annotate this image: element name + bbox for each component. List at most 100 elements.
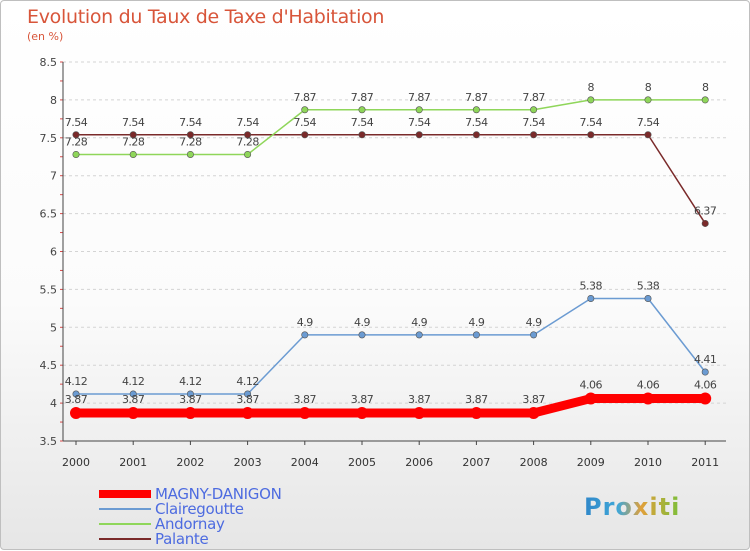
data-label-clairegoutte: 4.12 [65,375,88,388]
data-label-andornay: 7.87 [351,91,374,104]
data-point-clairegoutte [587,294,595,302]
data-point-clairegoutte [129,390,137,398]
data-point-magny-danigon [127,406,140,419]
data-label-clairegoutte: 4.9 [468,316,484,329]
data-label-andornay: 8 [702,81,709,94]
data-point-clairegoutte [186,390,194,398]
y-tick-label: 4 [50,397,57,410]
data-point-magny-danigon [470,406,483,419]
data-point-andornay [644,96,652,104]
legend-item-andornay: Andornay [99,515,419,533]
y-tick-label: 7 [50,170,57,183]
data-point-palante [587,131,595,139]
data-point-magny-danigon [527,406,540,419]
x-tick-label: 2008 [520,456,548,469]
data-label-palante: 7.54 [236,116,259,129]
data-point-magny-danigon [699,392,712,405]
data-label-palante: 7.54 [179,116,202,129]
data-label-magny-danigon: 3.87 [236,393,259,406]
data-label-magny-danigon: 3.87 [65,393,88,406]
series-line-andornay [75,99,706,156]
legend-label: MAGNY-DANIGON [155,485,282,503]
data-label-andornay: 7.28 [236,135,259,148]
data-label-andornay: 7.28 [122,135,145,148]
proxiti-logo: Proxiti [584,493,681,521]
x-tick-label: 2001 [119,456,147,469]
chart-legend: MAGNY-DANIGON Clairegoutte Andornay Palante [99,485,419,548]
data-point-clairegoutte [358,331,366,339]
data-label-magny-danigon: 4.06 [580,379,603,392]
data-point-palante [644,131,652,139]
data-point-clairegoutte [244,390,252,398]
data-label-clairegoutte: 4.12 [236,375,259,388]
y-tick-label: 8.5 [40,56,58,69]
series-line-magny-danigon [71,394,710,418]
data-label-magny-danigon: 4.06 [694,379,717,392]
data-point-palante [301,131,309,139]
data-label-palante: 7.54 [351,116,374,129]
data-label-magny-danigon: 3.87 [179,393,202,406]
series-line-clairegoutte [75,297,706,395]
x-tick-label: 2003 [234,456,262,469]
data-point-palante [701,219,709,227]
x-tick-label: 2010 [634,456,662,469]
data-point-palante [129,131,137,139]
data-label-clairegoutte: 4.9 [297,316,313,329]
legend-swatch [99,538,151,540]
data-point-andornay [301,106,309,114]
data-point-clairegoutte [530,331,538,339]
x-tick-label: 2011 [691,456,719,469]
y-tick-label: 7.5 [40,132,58,145]
x-tick-label: 2009 [577,456,605,469]
data-label-andornay: 7.28 [65,135,88,148]
data-label-andornay: 8 [645,81,652,94]
data-label-clairegoutte: 4.12 [122,375,145,388]
data-point-palante [530,131,538,139]
x-tick-label: 2004 [291,456,319,469]
data-label-palante: 7.54 [408,116,431,129]
y-tick-label: 6.5 [40,208,58,221]
data-label-magny-danigon: 4.06 [637,379,660,392]
data-point-andornay [129,150,137,158]
legend-label: Palante [155,530,209,548]
y-tick-label: 8 [50,94,57,107]
data-label-andornay: 7.28 [179,135,202,148]
legend-item-magny-danigon: MAGNY-DANIGON [99,485,419,503]
data-point-andornay [244,150,252,158]
data-label-palante: 7.54 [580,116,603,129]
data-point-clairegoutte [701,368,709,376]
data-point-magny-danigon [241,406,254,419]
x-tick-label: 2007 [462,456,490,469]
x-tick-label: 2000 [62,456,90,469]
data-label-clairegoutte: 4.41 [694,353,717,366]
data-point-clairegoutte [72,390,80,398]
data-point-palante [358,131,366,139]
data-point-andornay [186,150,194,158]
legend-swatch [99,508,151,510]
data-point-clairegoutte [301,331,309,339]
data-label-magny-danigon: 3.87 [294,393,317,406]
data-label-andornay: 7.87 [408,91,431,104]
legend-swatch [99,490,151,498]
data-point-clairegoutte [415,331,423,339]
chart-title: Evolution du Taux de Taxe d'Habitation [27,6,385,28]
data-point-palante [472,131,480,139]
data-label-clairegoutte: 4.9 [411,316,427,329]
data-label-palante: 7.54 [294,116,317,129]
legend-swatch [99,523,151,525]
data-label-magny-danigon: 3.87 [522,393,545,406]
x-tick-label: 2005 [348,456,376,469]
data-point-andornay [72,150,80,158]
data-label-clairegoutte: 4.12 [179,375,202,388]
data-label-magny-danigon: 3.87 [122,393,145,406]
data-point-magny-danigon [413,406,426,419]
data-label-magny-danigon: 3.87 [465,393,488,406]
data-point-andornay [701,96,709,104]
data-point-palante [72,131,80,139]
data-point-andornay [587,96,595,104]
data-point-palante [244,131,252,139]
data-point-andornay [415,106,423,114]
y-tick-label: 6 [50,246,57,259]
